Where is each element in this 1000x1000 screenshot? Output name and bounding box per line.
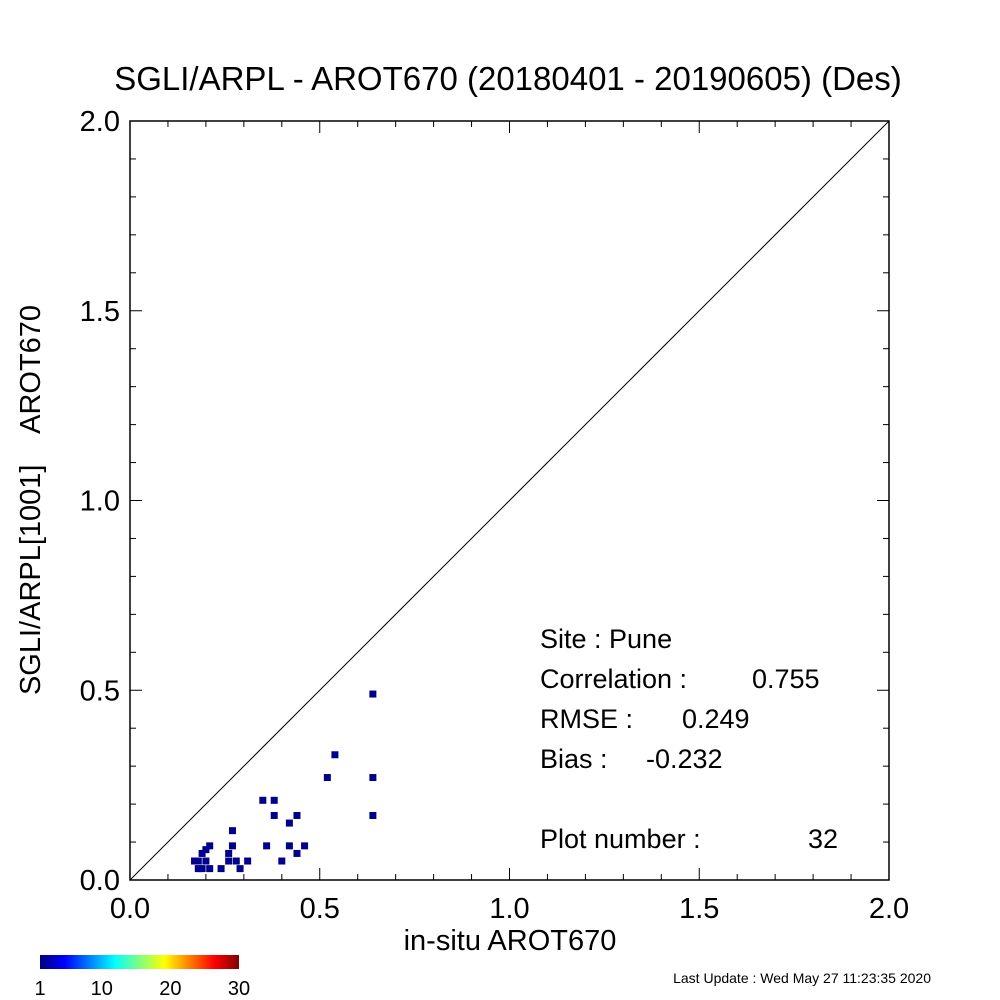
data-points (191, 690, 377, 873)
stat-site: Site : Pune (540, 624, 672, 654)
last-update-text: Last Update : Wed May 27 11:23:35 2020 (673, 970, 931, 986)
data-point (244, 857, 252, 865)
data-point (278, 857, 286, 865)
data-point (259, 796, 267, 804)
stat-rmse-label: RMSE : (540, 704, 633, 734)
y-tick-label: 1.5 (80, 296, 120, 328)
data-point (236, 865, 244, 873)
x-tick-label: 1.5 (679, 893, 719, 925)
y-tick-label: 2.0 (80, 106, 120, 138)
one-to-one-line (129, 120, 890, 881)
data-point (228, 827, 236, 835)
stat-correlation-label: Correlation : (540, 664, 687, 694)
data-point (194, 857, 202, 865)
data-point (369, 690, 377, 698)
data-point (293, 811, 301, 819)
x-tick-label: 1.0 (489, 893, 529, 925)
data-point (369, 774, 377, 782)
data-point (369, 811, 377, 819)
y-tick-labels: 0.0 0.5 1.0 1.5 2.0 (80, 106, 120, 897)
colorbar-tick-label: 1 (34, 978, 45, 1000)
stat-bias-value: -0.232 (646, 744, 723, 774)
data-point (202, 857, 210, 865)
stat-plot-number-value: 32 (808, 824, 838, 854)
colorbar-tick-label: 10 (91, 978, 113, 1000)
y-tick-label: 0.0 (80, 865, 120, 897)
data-point (228, 842, 236, 850)
x-tick-label: 0.5 (300, 893, 340, 925)
data-point (191, 857, 199, 865)
data-point (270, 796, 278, 804)
y-tick-label: 0.5 (80, 675, 120, 707)
axis-ticks (129, 120, 890, 881)
stats-panel: Site : Pune Correlation : 0.755 RMSE : 0… (540, 624, 838, 854)
data-point (232, 857, 240, 865)
data-point (198, 849, 206, 857)
stat-plot-number-label: Plot number : (540, 824, 701, 854)
data-point (225, 849, 233, 857)
data-point (323, 774, 331, 782)
stat-correlation-value: 0.755 (752, 664, 820, 694)
colorbar (40, 955, 239, 969)
colorbar-tick-label: 20 (159, 978, 181, 1000)
y-axis-label: SGLI/ARPL[1001] AROT670 (15, 305, 47, 695)
data-point (301, 842, 309, 850)
data-point (206, 842, 214, 850)
data-point (217, 865, 225, 873)
stat-bias-label: Bias : (540, 744, 608, 774)
stat-rmse-value: 0.249 (682, 704, 750, 734)
colorbar-labels: 1 10 20 30 (34, 978, 250, 1000)
data-point (263, 842, 271, 850)
y-tick-label: 1.0 (80, 486, 120, 518)
data-point (202, 846, 210, 854)
x-tick-label: 0.0 (110, 893, 150, 925)
data-point (285, 819, 293, 827)
data-point (285, 842, 293, 850)
x-tick-labels: 0.0 0.5 1.0 1.5 2.0 (110, 893, 909, 925)
x-tick-label: 2.0 (869, 893, 909, 925)
data-point (331, 751, 339, 759)
data-point (198, 865, 206, 873)
data-point (225, 857, 233, 865)
data-point (194, 865, 202, 873)
data-point (206, 865, 214, 873)
data-point (270, 811, 278, 819)
chart-title: SGLI/ARPL - AROT670 (20180401 - 20190605… (114, 60, 902, 97)
data-point (293, 849, 301, 857)
colorbar-tick-label: 30 (228, 978, 250, 1000)
x-axis-label: in-situ AROT670 (404, 925, 617, 957)
